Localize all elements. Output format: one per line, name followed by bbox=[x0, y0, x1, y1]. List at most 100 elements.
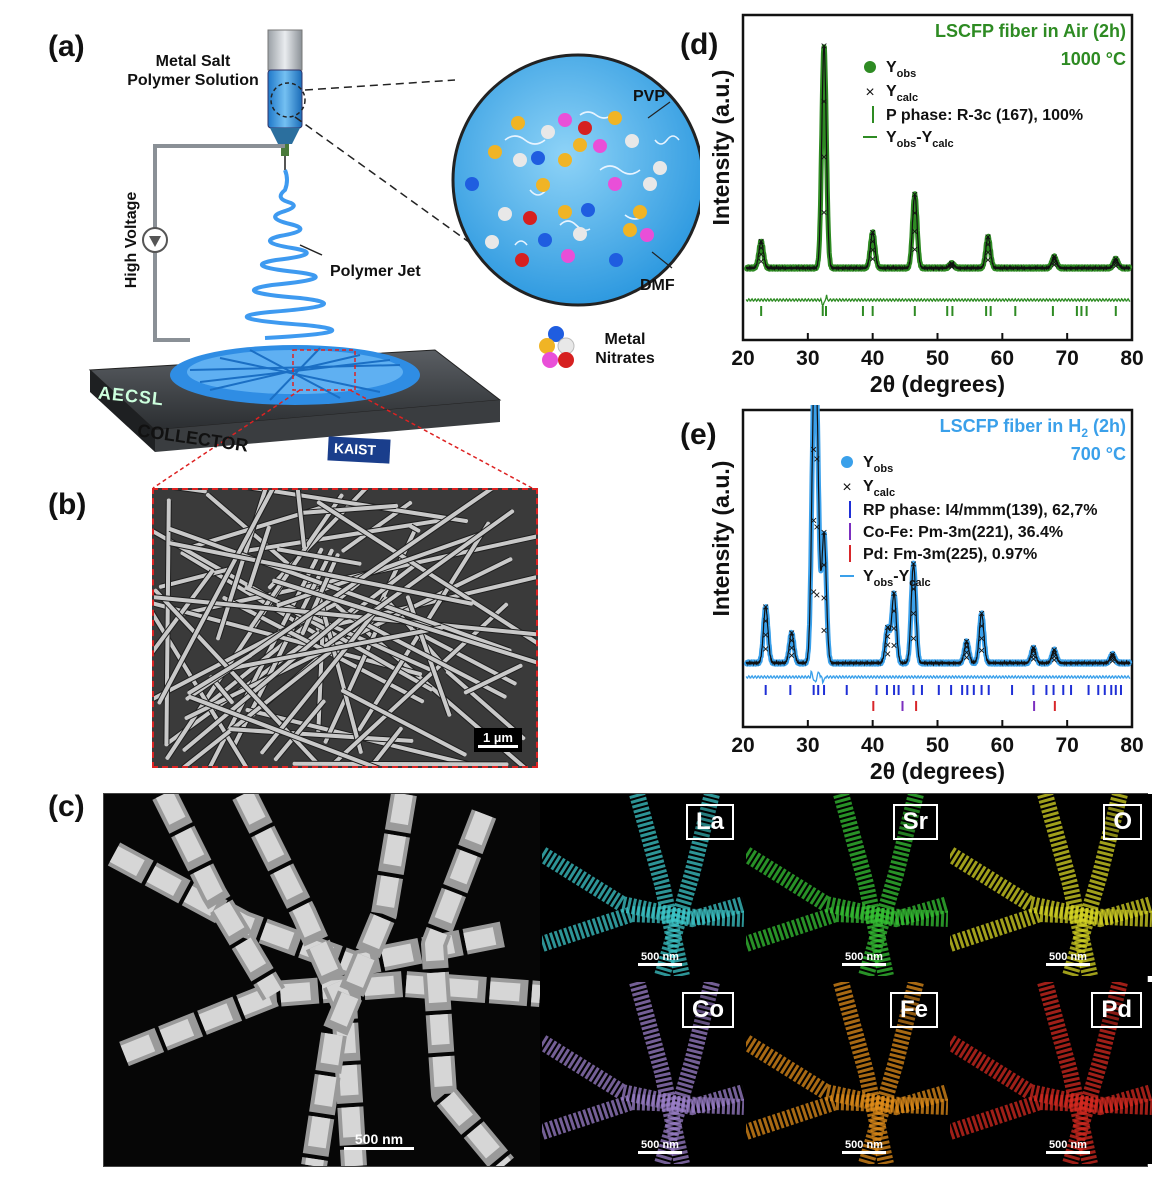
x-tick-label: 60 bbox=[991, 734, 1014, 757]
edx-element-tag: La bbox=[685, 804, 734, 840]
y-calc-marker: × bbox=[978, 607, 985, 621]
panel-d-label: (d) bbox=[680, 28, 719, 61]
panel-c-label: (c) bbox=[48, 790, 85, 823]
y-calc-marker: × bbox=[788, 633, 795, 647]
y-calc-marker: × bbox=[884, 620, 891, 634]
y-calc-marker: × bbox=[891, 587, 898, 601]
y-calc-marker: × bbox=[948, 260, 955, 274]
y-calc-marker: × bbox=[788, 626, 795, 640]
legend-marker-calc: × bbox=[865, 84, 874, 101]
haadf-stem-image: 500 nm bbox=[104, 794, 540, 1166]
high-voltage-label: High Voltage bbox=[123, 191, 140, 289]
y-calc-marker: × bbox=[911, 188, 918, 202]
y-calc-marker: × bbox=[758, 248, 765, 262]
legend-label: Ycalc bbox=[886, 83, 918, 104]
legend-marker-obs bbox=[864, 61, 876, 73]
edx-map-fe: Fe 500 nm bbox=[746, 982, 948, 1164]
y-calc-marker: × bbox=[1030, 648, 1037, 662]
y-calc-marker: × bbox=[869, 243, 876, 257]
y-calc-marker: × bbox=[758, 234, 765, 248]
y-calc-marker: × bbox=[821, 95, 828, 109]
y-calc-marker: × bbox=[810, 585, 817, 599]
edx-element-tag: Fe bbox=[889, 992, 938, 1028]
edx-map-sr: Sr 500 nm bbox=[746, 794, 948, 976]
x-tick-label: 80 bbox=[1120, 347, 1143, 370]
dmf-label: DMF bbox=[640, 277, 675, 294]
y-calc-marker: × bbox=[810, 442, 817, 456]
y-calc-marker: × bbox=[1051, 646, 1058, 660]
edx-element-tag: Co bbox=[682, 992, 734, 1028]
chart-subtitle: 700 °C bbox=[1071, 444, 1126, 464]
y-calc-marker: × bbox=[821, 206, 828, 220]
y-calc-marker: × bbox=[963, 645, 970, 659]
y-calc-marker: × bbox=[985, 238, 992, 252]
y-calc-marker: × bbox=[821, 526, 828, 540]
x-tick-label: 20 bbox=[731, 347, 754, 370]
y-calc-marker: × bbox=[963, 640, 970, 654]
y-calc-marker: × bbox=[1112, 252, 1119, 266]
legend-marker-calc: × bbox=[842, 479, 851, 496]
x-tick-label: 40 bbox=[861, 734, 884, 757]
edx-map-pd: Pd 500 nm bbox=[950, 982, 1152, 1164]
metal-nitrates-label: Metal Nitrates bbox=[595, 331, 655, 367]
edx-map-o: O 500 nm bbox=[950, 794, 1152, 976]
difference-line bbox=[745, 669, 1131, 685]
x-tick-label: 60 bbox=[991, 347, 1014, 370]
y-calc-marker: × bbox=[821, 150, 828, 164]
y-axis-label: Intensity (a.u.) bbox=[708, 461, 734, 617]
y-calc-marker: × bbox=[1030, 641, 1037, 655]
y-calc-marker: × bbox=[1030, 652, 1037, 666]
y-calc-marker: × bbox=[910, 557, 917, 571]
panel-b-label: (b) bbox=[48, 488, 87, 521]
chart-subtitle: 1000 °C bbox=[1061, 49, 1126, 69]
panel-e-label: (e) bbox=[680, 418, 717, 451]
y-calc-marker: × bbox=[1112, 259, 1119, 273]
xrd-chart-h2: ×××××××××××××××××× ×××××××××××× ×××××××× ××… bbox=[708, 405, 1144, 784]
haadf-scale-bar: 500 nm bbox=[344, 1131, 414, 1152]
y-calc-marker: × bbox=[985, 245, 992, 259]
y-calc-marker: × bbox=[1051, 255, 1058, 269]
x-tick-label: 50 bbox=[926, 347, 949, 370]
edx-element-tag: Sr bbox=[892, 804, 938, 840]
y-obs-points bbox=[743, 44, 1133, 272]
y-calc-marker: × bbox=[911, 243, 918, 257]
y-calc-marker: × bbox=[1109, 652, 1116, 666]
y-calc-marker: × bbox=[1112, 254, 1119, 268]
y-calc-marker: × bbox=[869, 225, 876, 239]
y-calc-marker: × bbox=[813, 520, 820, 534]
edx-scale-bar: 500 nm bbox=[842, 951, 886, 968]
x-axis-label: 2θ (degrees) bbox=[870, 371, 1005, 397]
y-calc-marker: × bbox=[884, 638, 891, 652]
y-calc-line bbox=[745, 45, 1131, 272]
y-calc-marker: × bbox=[978, 619, 985, 633]
x-axis-label: 2θ (degrees) bbox=[870, 758, 1005, 784]
y-calc-marker: × bbox=[821, 39, 828, 53]
y-calc-marker: × bbox=[978, 644, 985, 658]
y-calc-marker: × bbox=[758, 254, 765, 268]
y-calc-marker: × bbox=[788, 648, 795, 662]
legend-label: Yobs bbox=[886, 59, 916, 80]
y-calc-marker: × bbox=[788, 641, 795, 655]
y-axis-label: Intensity (a.u.) bbox=[708, 70, 734, 226]
y-calc-marker: × bbox=[821, 591, 828, 605]
legend-label: RP phase: I4/mmm(139), 62,7% bbox=[863, 502, 1097, 519]
sem-scale-bar: 1 µm bbox=[474, 728, 522, 752]
y-calc-marker: × bbox=[1109, 650, 1116, 664]
y-calc-marker: × bbox=[869, 252, 876, 266]
y-calc-marker: × bbox=[911, 224, 918, 238]
y-calc-marker: × bbox=[963, 635, 970, 649]
legend-label: Pd: Fm-3m(225), 0.97% bbox=[863, 546, 1037, 563]
ion-spheres bbox=[465, 111, 667, 267]
y-calc-marker: × bbox=[985, 230, 992, 244]
y-calc-marker: × bbox=[985, 253, 992, 267]
polymer-jet-label: Polymer Jet bbox=[330, 263, 421, 280]
y-calc-line bbox=[745, 405, 1131, 667]
edx-scale-bar: 500 nm bbox=[638, 1139, 682, 1156]
electrospinning-schematic bbox=[88, 29, 700, 489]
legend-label: Ycalc bbox=[863, 478, 895, 499]
panel-a-label: (a) bbox=[48, 30, 85, 63]
y-calc-marker: × bbox=[821, 623, 828, 637]
y-calc-marker: × bbox=[1051, 250, 1058, 264]
chart-title: LSCFP fiber in Air (2h) bbox=[935, 21, 1126, 41]
y-calc-marker: × bbox=[1051, 258, 1058, 272]
